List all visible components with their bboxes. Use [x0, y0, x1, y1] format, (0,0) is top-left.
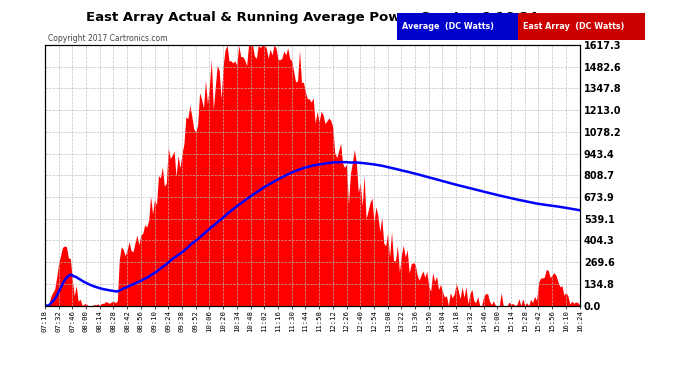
Text: Copyright 2017 Cartronics.com: Copyright 2017 Cartronics.com [48, 34, 168, 43]
Text: East Array Actual & Running Average Power Sun Jan 8 16:34: East Array Actual & Running Average Powe… [86, 11, 538, 24]
Text: East Array  (DC Watts): East Array (DC Watts) [523, 22, 624, 31]
Text: Average  (DC Watts): Average (DC Watts) [402, 22, 494, 31]
